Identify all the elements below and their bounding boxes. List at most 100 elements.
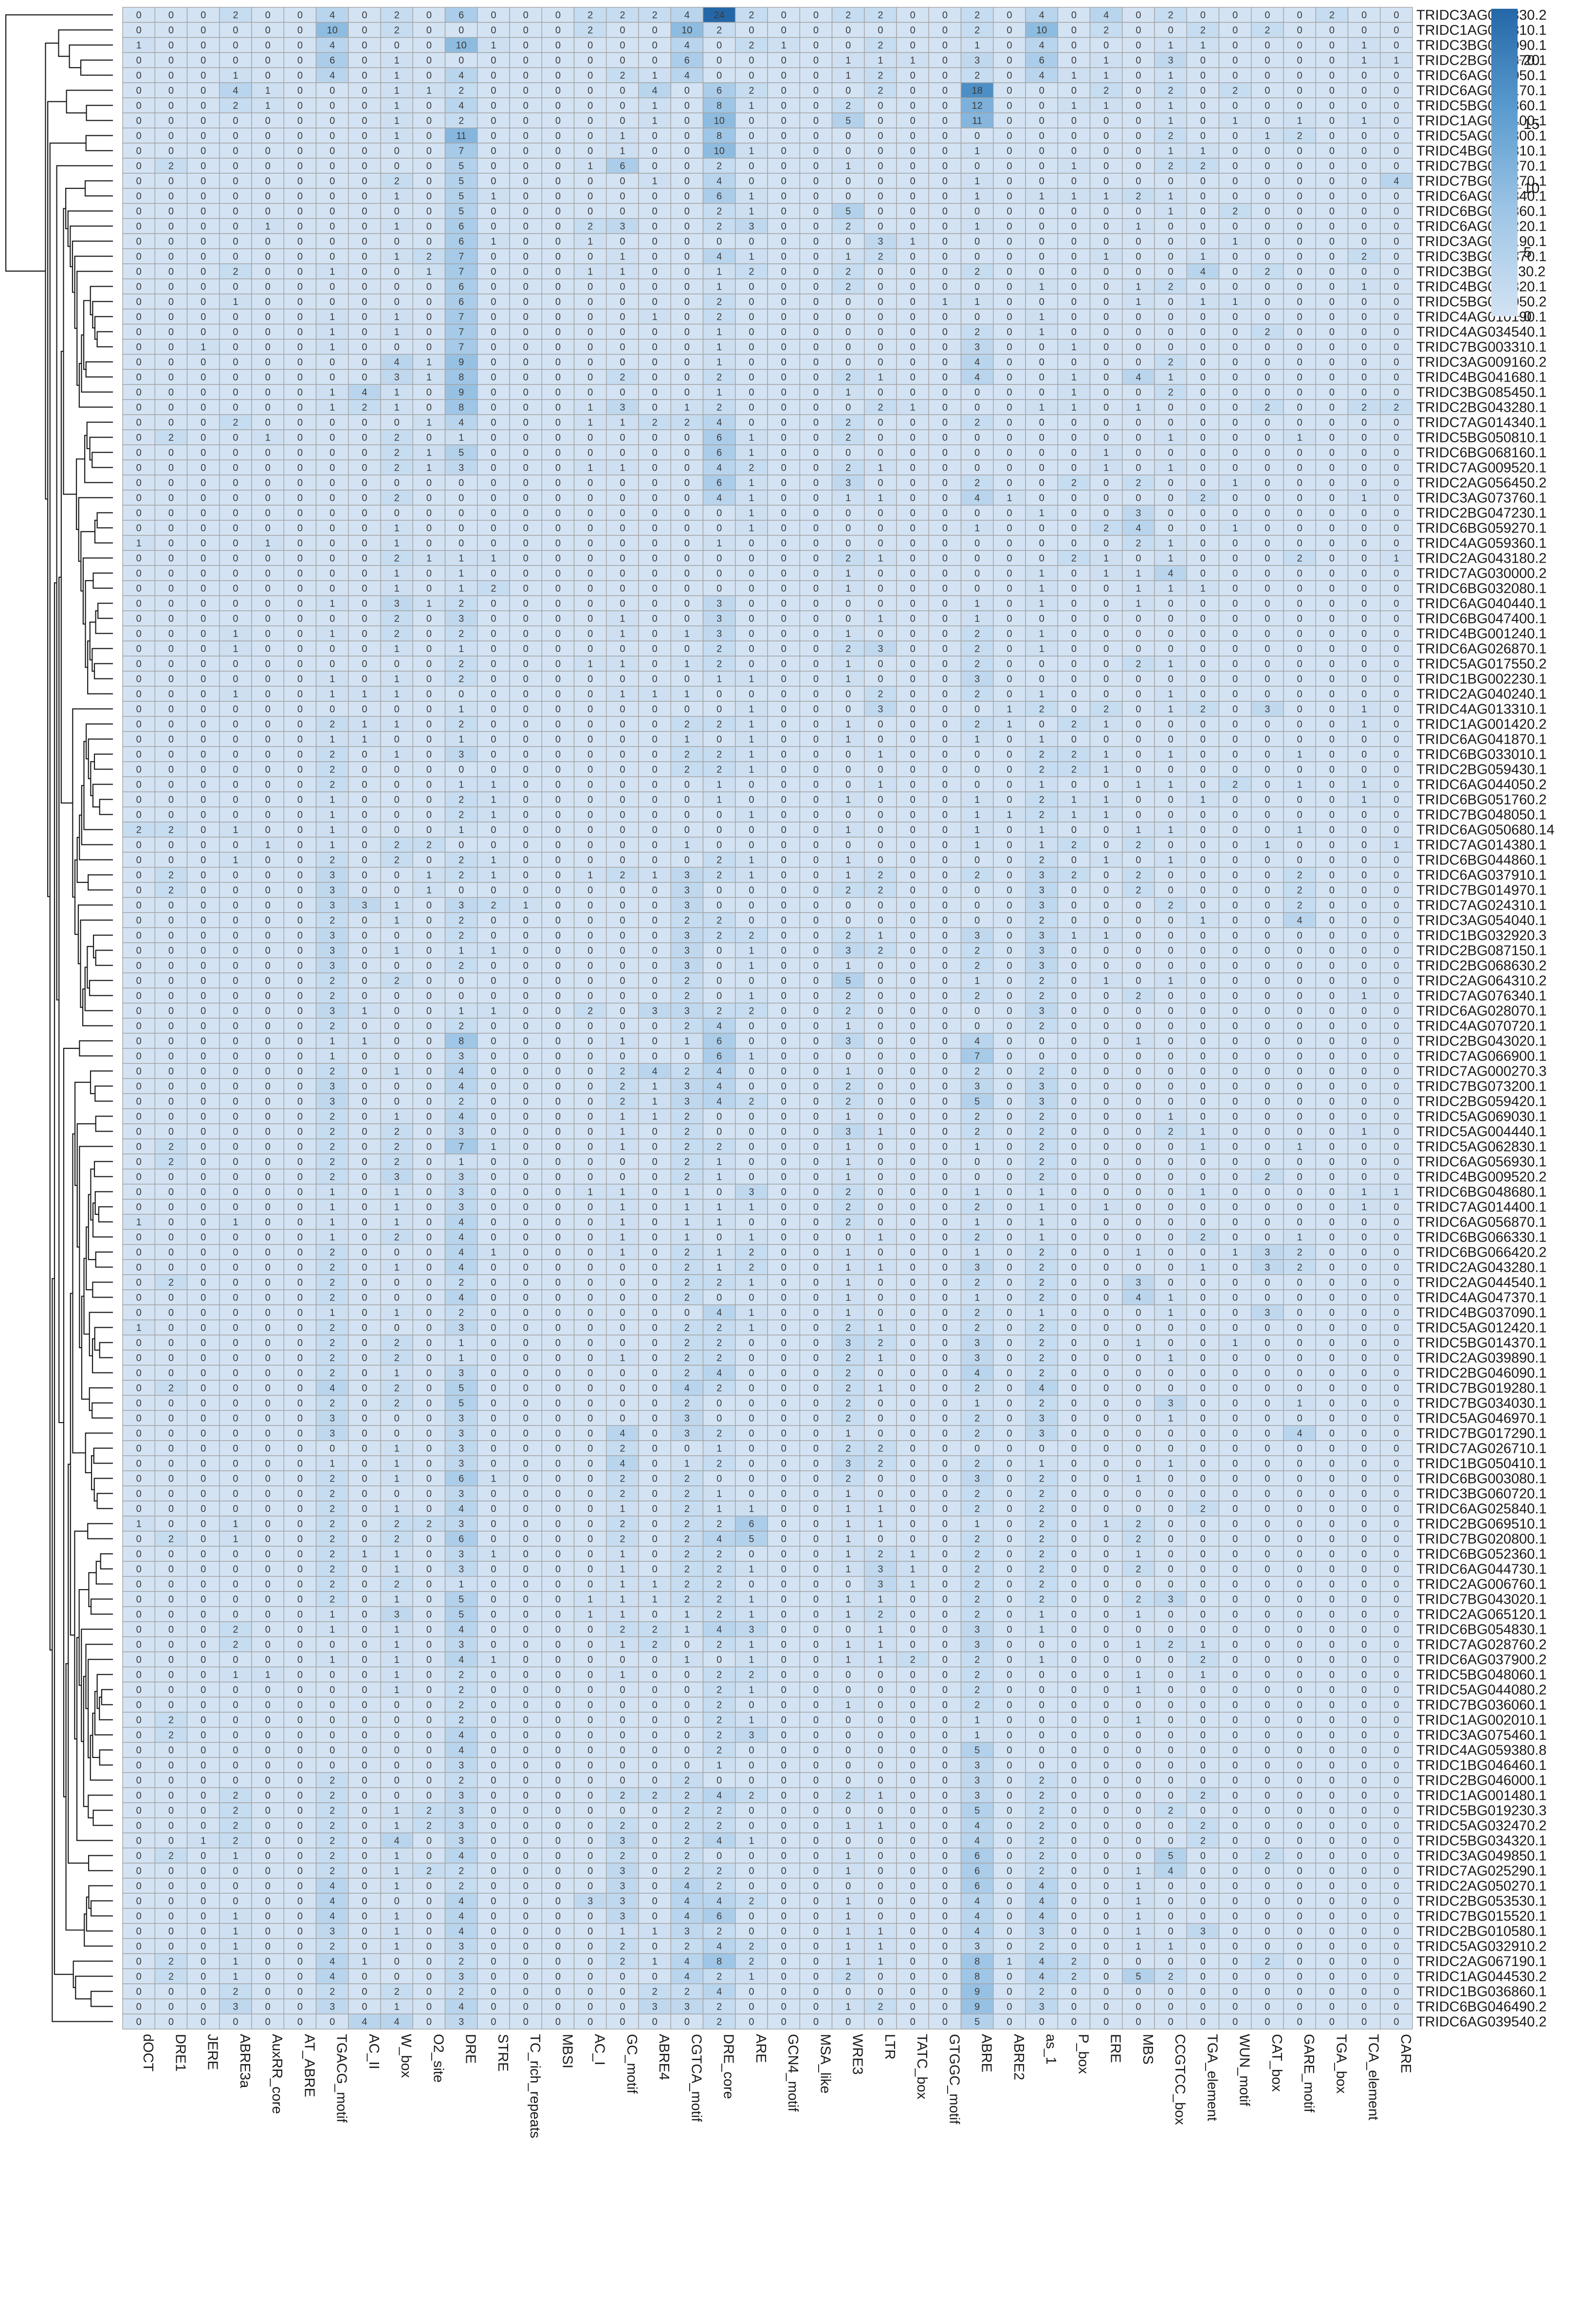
cell-value-label: 0 [1232, 357, 1238, 368]
cell-value-label: 0 [426, 538, 432, 549]
cell-value-label: 0 [1393, 131, 1399, 142]
cell-value-label: 0 [1136, 237, 1141, 247]
cell-value-label: 0 [330, 297, 335, 308]
cell-value-label: 0 [910, 433, 916, 443]
cell-value-label: 0 [168, 25, 174, 36]
cell-value-label: 1 [878, 55, 883, 66]
cell-value-label: 1 [330, 327, 335, 338]
cell-value-label: 0 [136, 493, 142, 504]
cell-value-label: 0 [555, 282, 561, 293]
cell-value-label: 0 [362, 267, 367, 277]
cell-value-label: 0 [168, 342, 174, 353]
cell-value-label: 0 [233, 538, 238, 549]
cell-value-label: 0 [168, 448, 174, 458]
cell-value-label: 0 [136, 116, 142, 127]
cell-value-label: 0 [233, 161, 238, 172]
cell-value-label: 0 [974, 463, 980, 474]
cell-value-label: 0 [845, 508, 851, 519]
cell-value-label: 0 [1200, 327, 1206, 338]
cell-value-label: 0 [910, 267, 916, 277]
cell-value-label: 9 [458, 357, 464, 368]
cell-value-label: 0 [555, 523, 561, 534]
cell-value-label: 0 [233, 312, 238, 323]
cell-value-label: 0 [684, 342, 690, 353]
cell-value-label: 0 [781, 342, 787, 353]
cell-value-label: 0 [1200, 86, 1206, 96]
cell-value-label: 0 [362, 599, 367, 609]
cell-value-label: 0 [1264, 568, 1270, 579]
cell-value-label: 0 [555, 327, 561, 338]
cell-value-label: 5 [458, 161, 464, 172]
cell-value-label: 1 [1168, 146, 1173, 157]
cell-value-label: 0 [1103, 357, 1109, 368]
cell-value-label: 0 [813, 387, 819, 398]
cell-value-label: 0 [555, 357, 561, 368]
cell-value-label: 1 [749, 448, 754, 458]
cell-value-label: 0 [555, 312, 561, 323]
cell-value-label: 0 [620, 357, 625, 368]
cell-value-label: 0 [1168, 403, 1173, 413]
cell-value-label: 0 [555, 176, 561, 187]
cell-value-label: 0 [781, 116, 787, 127]
cell-value-label: 0 [781, 131, 787, 142]
cell-value-label: 0 [942, 221, 948, 232]
cell-value-label: 0 [201, 161, 206, 172]
cell-value-label: 0 [1200, 237, 1206, 247]
cell-value-label: 0 [297, 161, 303, 172]
cell-value-label: 8 [458, 403, 464, 413]
cell-value-label: 0 [1232, 448, 1238, 458]
cell-value-label: 2 [1103, 523, 1109, 534]
cell-value-label: 0 [1264, 508, 1270, 519]
cell-value-label: 6 [716, 433, 722, 443]
cell-value-label: 6 [1039, 55, 1045, 66]
cell-value-label: 0 [781, 55, 787, 66]
cell-value-label: 4 [716, 176, 722, 187]
cell-value-label: 0 [1393, 523, 1399, 534]
cell-value-label: 0 [781, 297, 787, 308]
cell-value-label: 0 [362, 584, 367, 594]
cell-value-label: 0 [749, 116, 754, 127]
cell-value-label: 0 [168, 252, 174, 262]
cell-value-label: 0 [942, 418, 948, 428]
cell-value-label: 0 [201, 116, 206, 127]
cell-value-label: 0 [942, 116, 948, 127]
cell-value-label: 0 [523, 161, 529, 172]
cell-value-label: 0 [555, 538, 561, 549]
cell-value-label: 0 [974, 206, 980, 217]
cell-value-label: 4 [974, 357, 980, 368]
cell-value-label: 0 [813, 191, 819, 202]
cell-value-label: 0 [1297, 297, 1302, 308]
cell-value-label: 0 [684, 372, 690, 383]
cell-value-label: 0 [1264, 206, 1270, 217]
cell-value-label: 0 [362, 538, 367, 549]
cell-value-label: 0 [974, 433, 980, 443]
cell-value-label: 0 [1071, 176, 1077, 187]
cell-value-label: 4 [458, 101, 464, 111]
cell-value-label: 0 [1071, 252, 1077, 262]
cell-value-label: 0 [362, 25, 367, 36]
cell-value-label: 0 [587, 342, 593, 353]
cell-value-label: 0 [845, 403, 851, 413]
cell-value-label: 0 [1232, 568, 1238, 579]
cell-value-label: 0 [555, 55, 561, 66]
cell-value-label: 0 [1007, 25, 1012, 36]
cell-value-label: 0 [201, 25, 206, 36]
cell-value-label: 0 [555, 508, 561, 519]
cell-value-label: 4 [652, 86, 658, 96]
cell-value-label: 0 [201, 221, 206, 232]
cell-value-label: 0 [1200, 403, 1206, 413]
cell-value-label: 0 [1071, 282, 1077, 293]
cell-value-label: 0 [1329, 116, 1335, 127]
cell-value-label: 0 [168, 523, 174, 534]
cell-value-label: 0 [1297, 221, 1302, 232]
cell-value-label: 1 [1393, 55, 1399, 66]
cell-value-label: 0 [587, 553, 593, 564]
cell-value-label: 0 [1232, 508, 1238, 519]
cell-value-label: 0 [1361, 161, 1367, 172]
cell-value-label: 0 [1168, 237, 1173, 247]
cell-value-label: 0 [878, 538, 883, 549]
cell-value-label: 1 [620, 418, 625, 428]
cell-value-label: 2 [1393, 403, 1399, 413]
cell-value-label: 0 [1007, 463, 1012, 474]
cell-value-label: 1 [1297, 116, 1302, 127]
